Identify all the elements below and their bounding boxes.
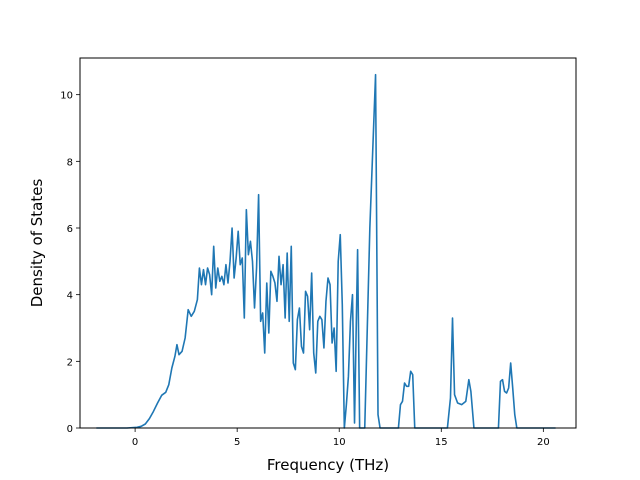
y-tick-label: 4	[67, 291, 73, 302]
x-tick-label: 20	[537, 437, 550, 448]
plot-area	[96, 73, 556, 429]
x-tick-label: 10	[333, 437, 346, 448]
y-tick-label: 6	[67, 224, 73, 235]
x-tick-label: 0	[132, 437, 138, 448]
series-line-0	[96, 73, 556, 429]
x-axis-label: Frequency (THz)	[267, 456, 389, 474]
y-axis-label: Density of States	[28, 179, 46, 308]
y-tick-label: 2	[67, 357, 73, 368]
y-axis-ticks: 0 2 4 6 8 10	[60, 91, 80, 435]
y-tick-label: 0	[67, 424, 73, 435]
x-axis-ticks: 0 5 10 15 20	[132, 428, 550, 448]
x-tick-label: 15	[435, 437, 448, 448]
x-tick-label: 5	[234, 437, 240, 448]
y-tick-label: 8	[67, 157, 73, 168]
axes-frame	[79, 57, 577, 429]
y-tick-label: 10	[60, 91, 73, 102]
